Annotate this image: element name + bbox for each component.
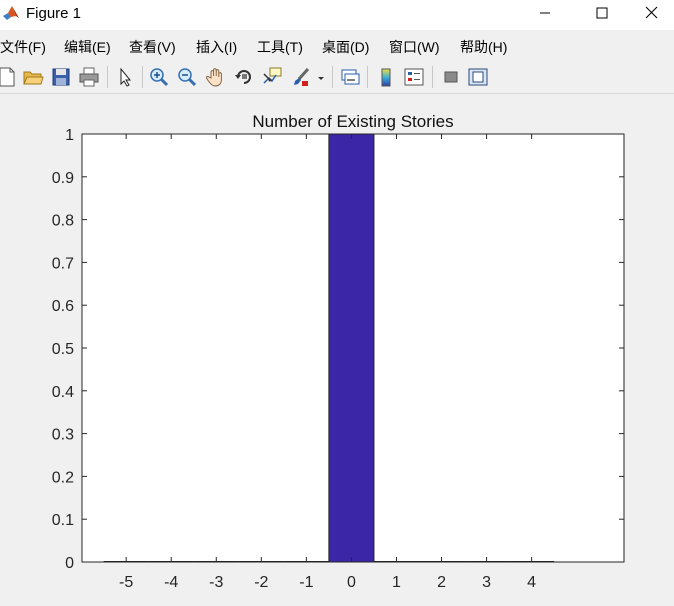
menu-insert[interactable]: 插入(I) (196, 37, 237, 57)
colorbar-icon[interactable] (375, 66, 397, 88)
bar-0 (329, 134, 374, 562)
x-tick-label: -3 (209, 574, 223, 591)
zoom-out-icon[interactable] (176, 66, 198, 88)
x-tick-label: -1 (299, 574, 313, 591)
legend-icon[interactable] (403, 66, 425, 88)
maximize-button[interactable] (579, 0, 625, 30)
toolbar-separator (432, 66, 433, 88)
x-tick-label: 1 (392, 574, 401, 591)
show-plot-tools-icon[interactable] (467, 66, 489, 88)
y-tick-label: 1 (65, 127, 74, 144)
close-icon (645, 6, 658, 24)
open-file-icon[interactable] (22, 66, 44, 88)
toolbar-separator (107, 66, 108, 88)
new-figure-icon[interactable] (0, 66, 18, 88)
bar-chart: Number of Existing Stories -5 -4 -3 -2 -1 0 1 2… (0, 94, 674, 606)
x-tick-label: 4 (527, 574, 536, 591)
window-title: Figure 1 (26, 5, 81, 22)
toolbar (0, 62, 674, 92)
brush-dropdown-icon[interactable] (316, 66, 326, 88)
menu-tools[interactable]: 工具(T) (257, 37, 303, 57)
y-tick-label: 0 (65, 555, 74, 572)
x-tick-label: 2 (437, 574, 446, 591)
figure-canvas: Number of Existing Stories -5 -4 -3 -2 -1 0 1 2… (0, 94, 674, 606)
menu-file[interactable]: 文件(F) (0, 37, 46, 57)
pan-hand-icon[interactable] (205, 66, 227, 88)
y-tick-label: 0.3 (52, 427, 74, 444)
y-tick-label: 0.2 (52, 469, 74, 486)
menu-edit[interactable]: 编辑(E) (64, 37, 111, 57)
y-tick-label: 0.4 (52, 384, 74, 401)
x-tick-label: -2 (254, 574, 268, 591)
minimize-icon (539, 6, 551, 24)
x-tick-label: 0 (347, 574, 356, 591)
menu-window[interactable]: 窗口(W) (389, 37, 440, 57)
menu-view[interactable]: 查看(V) (129, 37, 176, 57)
link-plot-icon[interactable] (339, 66, 361, 88)
matlab-logo-icon (2, 4, 20, 22)
y-tick-label: 0.8 (52, 213, 74, 230)
y-tick-label: 0.9 (52, 170, 74, 187)
x-tick-label: -4 (164, 574, 178, 591)
y-tick-label: 0.1 (52, 512, 74, 529)
menu-help[interactable]: 帮助(H) (460, 37, 507, 57)
y-tick-label: 0.5 (52, 341, 74, 358)
maximize-icon (596, 6, 608, 24)
hide-plot-tools-icon[interactable] (440, 66, 462, 88)
x-tick-label: 3 (482, 574, 491, 591)
y-tick-label: 0.7 (52, 255, 74, 272)
minimize-button[interactable] (522, 0, 568, 30)
print-icon[interactable] (78, 66, 100, 88)
close-button[interactable] (628, 0, 674, 30)
select-arrow-icon[interactable] (114, 66, 136, 88)
zoom-in-icon[interactable] (148, 66, 170, 88)
x-tick-label: -5 (119, 574, 133, 591)
toolbar-separator (332, 66, 333, 88)
toolbar-separator (142, 66, 143, 88)
chart-title: Number of Existing Stories (252, 112, 453, 131)
toolbar-separator (367, 66, 368, 88)
menu-desktop[interactable]: 桌面(D) (322, 37, 369, 57)
y-tick-label: 0.6 (52, 298, 74, 315)
data-cursor-icon[interactable] (261, 66, 283, 88)
title-bar: Figure 1 (0, 0, 674, 30)
menu-bar: 文件(F) 编辑(E) 查看(V) 插入(I) 工具(T) 桌面(D) 窗口(W… (0, 34, 674, 58)
brush-icon[interactable] (290, 66, 312, 88)
rotate-3d-icon[interactable] (233, 66, 255, 88)
save-icon[interactable] (50, 66, 72, 88)
